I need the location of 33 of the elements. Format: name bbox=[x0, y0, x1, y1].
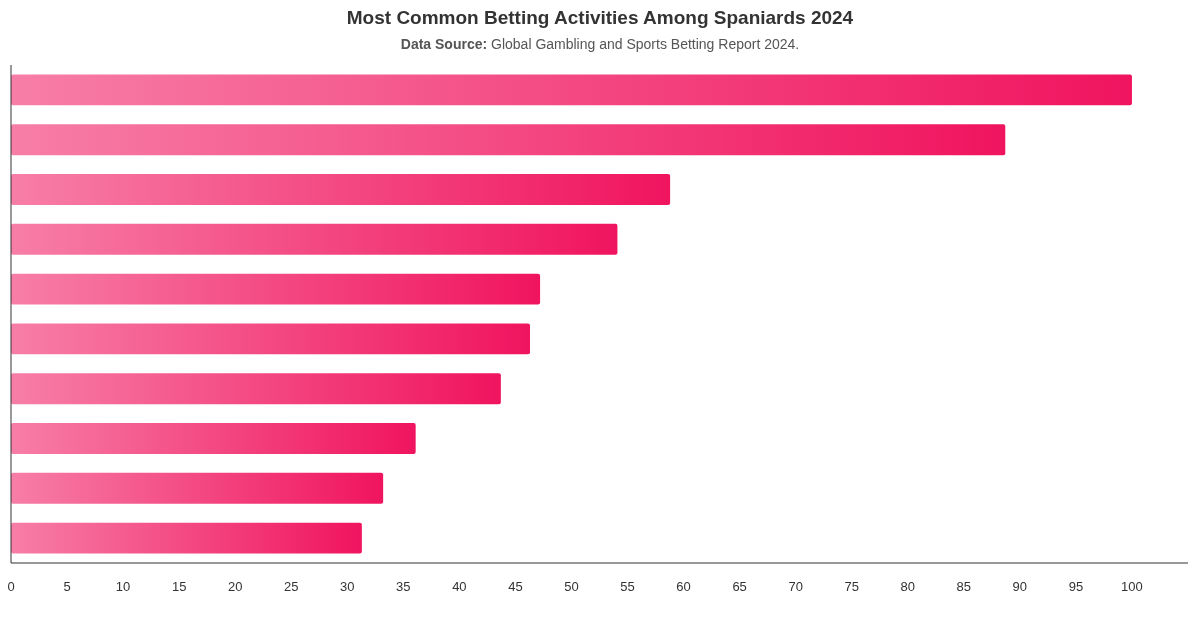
bar bbox=[11, 522, 362, 554]
bar bbox=[11, 74, 1132, 106]
chart-subtitle: Data Source: Global Gambling and Sports Betting Report 2024. bbox=[400, 36, 800, 52]
bar bbox=[11, 174, 671, 205]
x-tick-label: 25 bbox=[284, 579, 299, 594]
x-tick-label: 20 bbox=[227, 579, 243, 594]
x-tick-label: 70 bbox=[788, 579, 803, 594]
bar bbox=[11, 323, 530, 355]
bar bbox=[11, 472, 384, 504]
x-tick-label: 40 bbox=[452, 579, 467, 594]
x-tick-label: 80 bbox=[900, 579, 915, 594]
bar bbox=[11, 273, 541, 305]
x-tick-label: 90 bbox=[1012, 579, 1028, 594]
x-tick-label: 45 bbox=[508, 579, 523, 594]
bar bbox=[11, 423, 416, 454]
x-tick-label: 10 bbox=[115, 579, 131, 594]
bar bbox=[11, 373, 501, 405]
x-tick-label: 65 bbox=[732, 579, 747, 594]
x-tick-label: 15 bbox=[171, 579, 187, 594]
x-tick-label: 50 bbox=[564, 579, 579, 594]
chart-title: Most Common Betting Activities Among Spaniards 2024 bbox=[346, 7, 854, 28]
x-tick-label: 35 bbox=[396, 579, 411, 594]
x-tick-label: 0 bbox=[7, 579, 15, 594]
x-tick-label: 30 bbox=[340, 579, 355, 594]
x-tick-label: 75 bbox=[844, 579, 859, 594]
x-tick-label: 55 bbox=[620, 579, 635, 594]
x-tick-label: 95 bbox=[1068, 579, 1084, 594]
x-tick-label: 5 bbox=[63, 579, 71, 594]
bar bbox=[11, 223, 618, 255]
x-tick-label: 100 bbox=[1121, 579, 1143, 594]
x-tick-label: 85 bbox=[956, 579, 972, 594]
bar bbox=[11, 124, 1006, 156]
x-tick-label: 60 bbox=[676, 579, 691, 594]
